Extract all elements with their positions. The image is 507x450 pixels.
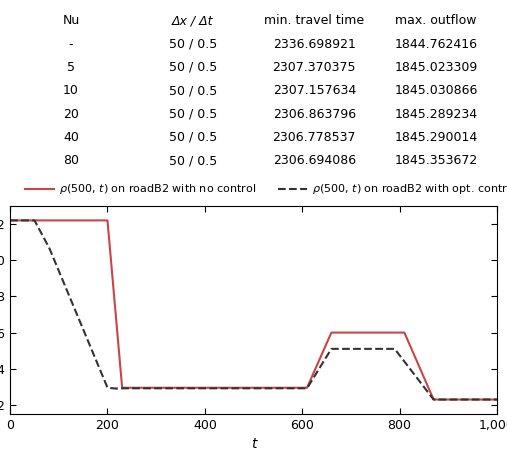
Text: $\rho$(500, $t$) on roadB2 with no control: $\rho$(500, $t$) on roadB2 with no contr…: [59, 182, 256, 196]
X-axis label: t: t: [251, 437, 256, 450]
Text: $\rho$(500, $t$) on roadB2 with opt. control: $\rho$(500, $t$) on roadB2 with opt. con…: [312, 182, 507, 196]
